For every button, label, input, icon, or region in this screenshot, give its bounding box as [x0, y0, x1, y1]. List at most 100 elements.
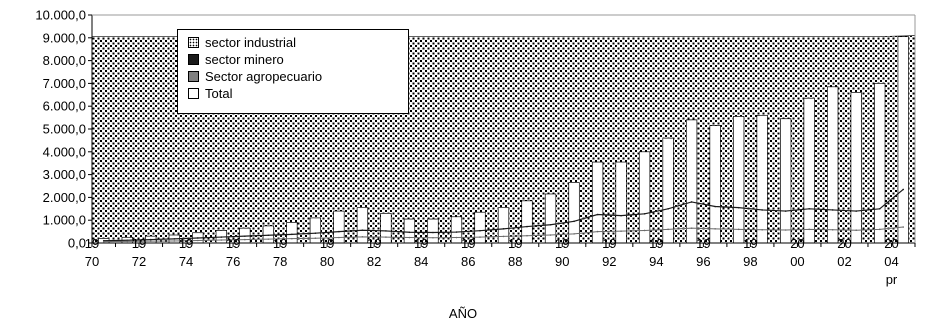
minero-point [526, 225, 528, 228]
total-bar [827, 86, 839, 244]
minero-point [784, 210, 787, 212]
y-tick-label: 0,0 [68, 236, 86, 251]
x-tick-label-line2: 80 [320, 254, 334, 269]
minero-point [690, 201, 693, 203]
minero-point [737, 206, 740, 209]
x-tick-label-line2: 72 [132, 254, 146, 269]
total-bar [427, 218, 439, 244]
minero-point [267, 234, 270, 237]
x-tick-label-line3: pr [886, 272, 898, 287]
legend-swatch-total [188, 88, 199, 99]
x-tick-label-line2: 76 [226, 254, 240, 269]
agropecuario-point [197, 239, 199, 242]
legend: sector industrial sector minero Sector a… [177, 29, 409, 114]
minero-point [549, 223, 552, 226]
agropecuario-point [643, 229, 646, 232]
minero-point [455, 231, 458, 233]
y-tick-label: 3.000,0 [43, 167, 86, 182]
x-tick-label-line2: 90 [555, 254, 569, 269]
x-tick-label-line1: 19 [508, 236, 522, 251]
minero-point [902, 188, 905, 191]
x-tick-label-line1: 19 [273, 236, 287, 251]
agropecuario-point [878, 228, 881, 231]
minero-point [432, 231, 434, 234]
legend-item-agropecuario: Sector agropecuario [188, 68, 408, 85]
x-tick-label-line2: 78 [273, 254, 287, 269]
legend-item-industrial: sector industrial [188, 34, 408, 51]
x-tick-label-line2: 74 [179, 254, 193, 269]
minero-point [620, 214, 622, 217]
minero-point [126, 239, 129, 242]
minero-point [408, 231, 411, 234]
agropecuario-point [361, 236, 364, 238]
y-tick-label: 1.000,0 [43, 213, 86, 228]
x-axis-title: AÑO [448, 306, 478, 321]
y-tick-label: 4.000,0 [43, 144, 86, 159]
agropecuario-point [126, 240, 129, 243]
total-bar [874, 83, 886, 244]
agropecuario-point [902, 226, 905, 228]
y-tick-label: 5.000,0 [43, 122, 86, 137]
x-tick-label-line1: 20 [790, 236, 804, 251]
agropecuario-point [432, 236, 434, 239]
agropecuario-point [808, 228, 810, 231]
x-tick-label-line2: 82 [367, 254, 381, 269]
x-tick-label-line1: 19 [743, 236, 757, 251]
minero-point [643, 213, 646, 215]
legend-label: sector industrial [205, 35, 297, 50]
x-tick-label-line2: 98 [743, 254, 757, 269]
legend-item-total: Total [188, 85, 408, 102]
agropecuario-point [831, 228, 834, 231]
agropecuario-point [408, 236, 411, 239]
minero-point [314, 232, 317, 234]
y-tick-label: 7.000,0 [43, 76, 86, 91]
minero-point [220, 236, 223, 238]
minero-point [831, 209, 834, 211]
total-bar [732, 116, 745, 244]
agropecuario-point [149, 240, 152, 242]
minero-point [149, 238, 152, 241]
total-bar [286, 222, 298, 244]
total-bar [756, 114, 768, 244]
agropecuario-point [173, 240, 176, 242]
x-tick-label-line2: 88 [508, 254, 522, 269]
agropecuario-point [526, 234, 528, 237]
x-tick-label-line1: 19 [179, 236, 193, 251]
agropecuario-point [479, 236, 481, 238]
legend-swatch-industrial [188, 37, 199, 48]
minero-point [291, 233, 293, 236]
x-tick-label-line1: 19 [696, 236, 710, 251]
y-tick-label: 8.000,0 [43, 53, 86, 68]
x-tick-label-line2: 84 [414, 254, 428, 269]
x-tick-label-line1: 19 [461, 236, 475, 251]
minero-point [479, 229, 481, 232]
x-tick-label-line2: 86 [461, 254, 475, 269]
agropecuario-point [620, 230, 622, 232]
total-bar [638, 151, 651, 244]
agropecuario-point [244, 238, 246, 241]
axes-layer [88, 14, 916, 247]
total-bar [803, 97, 815, 244]
total-bar [850, 92, 862, 244]
legend-swatch-agropecuario [188, 71, 199, 82]
total-bar [685, 119, 698, 244]
minero-point [667, 208, 669, 210]
x-tick-label-line2: 94 [649, 254, 663, 269]
minero-point [173, 238, 176, 240]
minero-point [502, 228, 505, 230]
x-tick-labels: 19 70 19 72 19 74 19 76 19 78 19 80 19 82 19 84 19 86 19 88… [85, 236, 899, 287]
x-tick-label-line2: 96 [696, 254, 710, 269]
minero-point [573, 220, 575, 223]
legend-swatch-minero [188, 54, 199, 65]
y-tick-label: 6.000,0 [43, 99, 86, 114]
agropecuario-point [714, 228, 716, 230]
agropecuario-point [784, 229, 787, 231]
x-tick-label-line1: 20 [837, 236, 851, 251]
x-tick-label-line1: 19 [555, 236, 569, 251]
agropecuario-point [502, 235, 505, 238]
x-tick-label-line1: 19 [226, 236, 240, 251]
agropecuario-point [102, 240, 105, 243]
legend-label: Total [205, 86, 233, 101]
minero-point [385, 230, 387, 232]
